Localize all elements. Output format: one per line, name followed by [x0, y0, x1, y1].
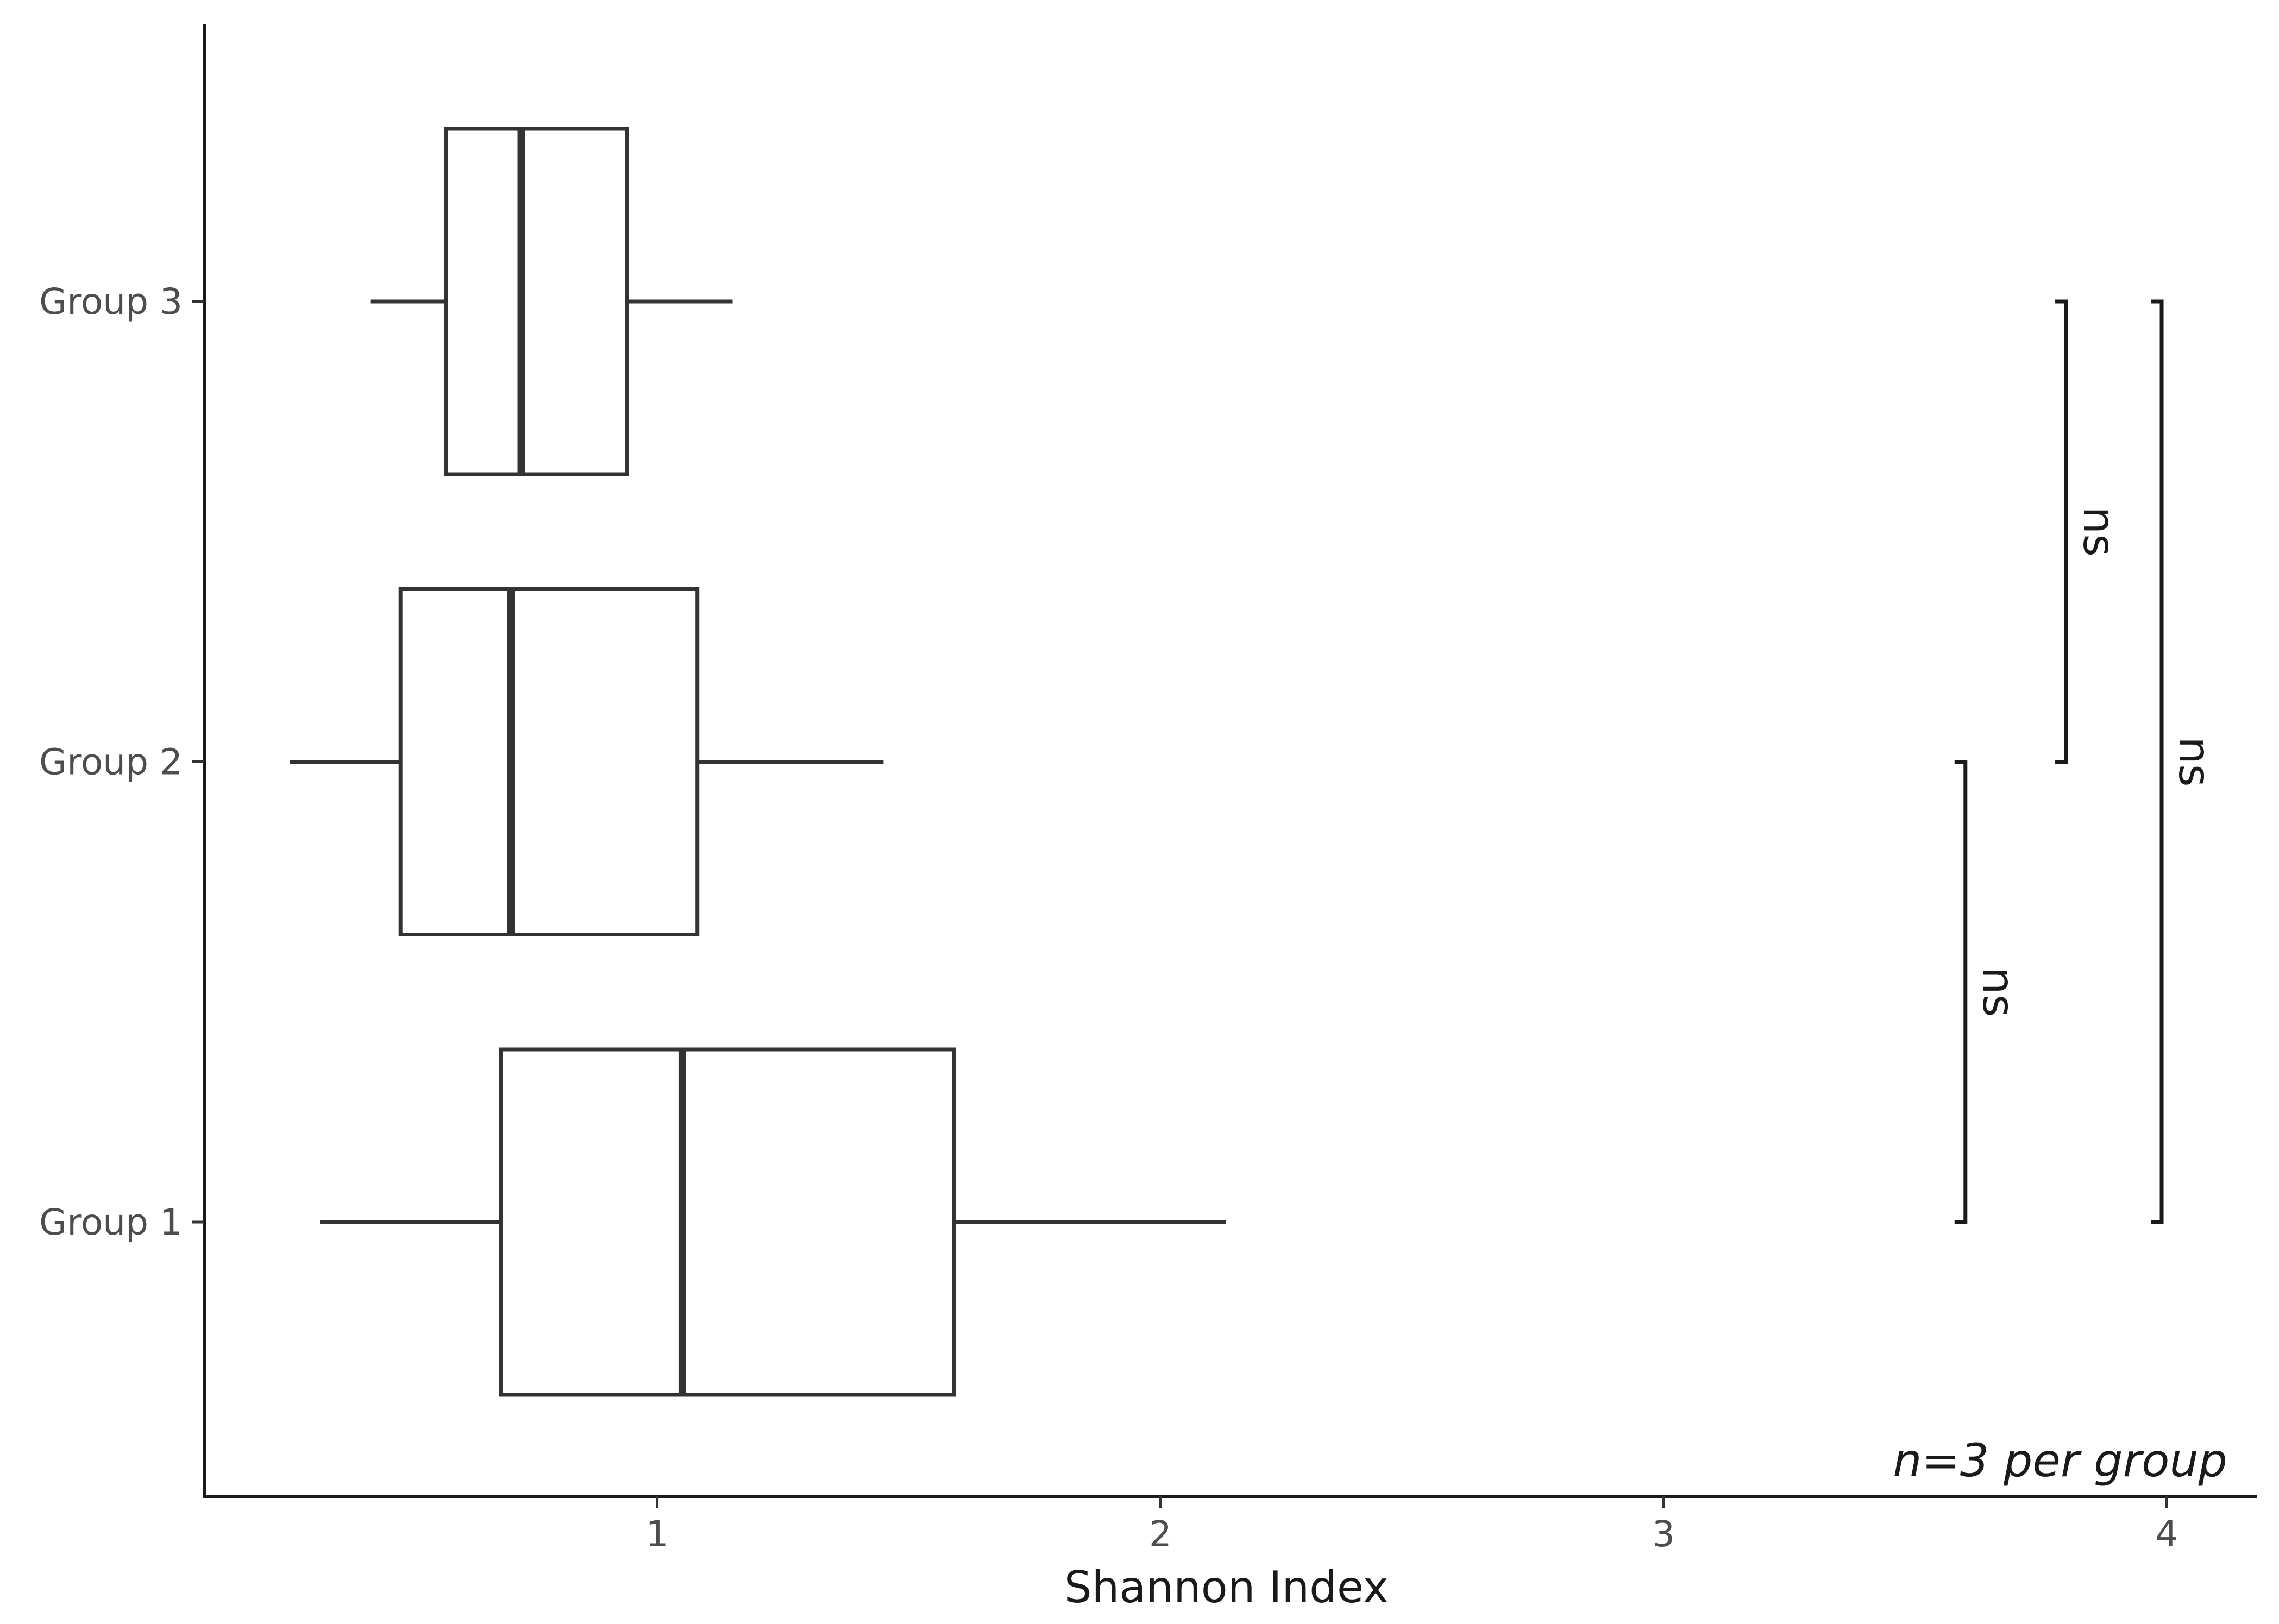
bracket-label-1: ns: [1973, 967, 2024, 1017]
iqr-box-group-2: [398, 587, 700, 936]
bracket-line-3: [2151, 299, 2164, 1224]
x-tick-label-1: 1: [646, 1513, 669, 1555]
comparison-bracket-3: ns: [2151, 299, 2220, 1224]
bracket-line-1: [1954, 760, 1968, 1224]
box-group-1: [320, 1047, 1226, 1397]
bracket-label-2: ns: [2074, 507, 2124, 557]
sample-size-note: n=3 per group: [1893, 1434, 2227, 1487]
x-axis-title: Shannon Index: [1064, 1562, 1389, 1613]
box-group-2: [290, 587, 884, 936]
y-tick-label-group-2: Group 2: [39, 741, 183, 783]
x-tick-label-4: 4: [2155, 1513, 2178, 1555]
bracket-line-2: [2055, 299, 2068, 764]
iqr-box-group-3: [444, 127, 629, 476]
axes: 1 2 3 4 Group 1 Group 2 Group 3: [39, 24, 2257, 1555]
comparison-bracket-1: ns: [1954, 760, 2024, 1224]
comparison-bracket-2: ns: [2055, 299, 2124, 764]
boxes-layer: [290, 127, 1226, 1397]
box-group-3: [370, 127, 733, 476]
comparison-brackets: ns ns ns: [1954, 299, 2220, 1224]
x-tick-label-2: 2: [1149, 1513, 1172, 1555]
y-tick-label-group-3: Group 3: [39, 281, 183, 323]
y-axis-ticks: Group 1 Group 2 Group 3: [39, 281, 204, 1243]
bracket-label-3: ns: [2169, 737, 2220, 786]
x-axis-ticks: 1 2 3 4: [646, 1496, 2178, 1555]
iqr-box-group-1: [499, 1047, 956, 1397]
x-tick-label-3: 3: [1652, 1513, 1675, 1555]
y-tick-label-group-1: Group 1: [39, 1201, 183, 1243]
